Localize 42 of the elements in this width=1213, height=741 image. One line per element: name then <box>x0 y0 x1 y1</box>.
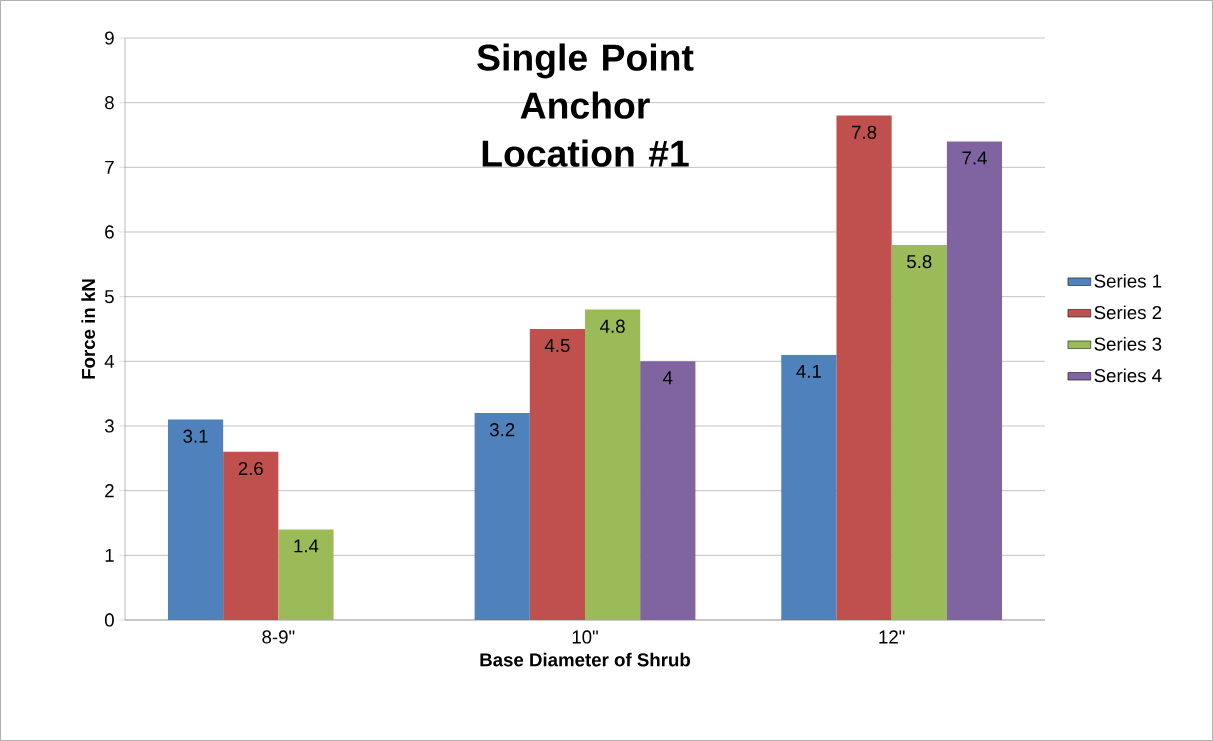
bar <box>167 419 224 620</box>
x-axis-title: Base Diameter of Shrub <box>480 652 691 667</box>
y-tick-label: 6 <box>105 225 114 239</box>
bar <box>781 354 837 620</box>
data-label: 2.6 <box>238 461 263 476</box>
x-tick-label: 8-9" <box>262 630 295 644</box>
bar <box>836 115 892 620</box>
data-label: 7.8 <box>852 125 877 139</box>
y-tick-label: 3 <box>104 419 114 433</box>
bar <box>474 413 530 620</box>
legend-label: Series 3 <box>1094 336 1162 351</box>
data-label: 4.5 <box>544 339 570 353</box>
data-label: 4 <box>663 371 673 385</box>
y-tick-label: 9 <box>105 31 114 45</box>
data-label: 4.8 <box>600 319 625 333</box>
legend-label: Series 4 <box>1094 368 1162 383</box>
y-tick-label: 4 <box>104 354 115 368</box>
y-tick-label: 2 <box>105 484 114 498</box>
text: Single Point Anchor Location #1 <box>477 43 694 167</box>
bar <box>891 244 947 620</box>
data-label: 7.4 <box>962 151 987 165</box>
bar <box>223 451 279 620</box>
legend-label: Series 1 <box>1094 273 1162 288</box>
data-label: 1.4 <box>294 539 319 553</box>
x-tick-label: 12" <box>879 630 905 644</box>
bar <box>278 529 334 620</box>
bar <box>529 329 585 620</box>
bar <box>585 309 641 620</box>
bar <box>946 141 1003 620</box>
data-label: 4.1 <box>796 364 821 378</box>
y-tick-label: 0 <box>104 613 114 627</box>
data-label: 3.2 <box>489 423 515 437</box>
y-tick-label: 7 <box>105 160 114 174</box>
y-axis-title: Force in kN <box>81 279 96 379</box>
bar <box>640 361 696 620</box>
legend-label: Series 2 <box>1094 305 1162 320</box>
data-label: 5.8 <box>907 254 932 269</box>
data-label: 3.1 <box>183 429 208 443</box>
x-tick-label: 10" <box>572 630 598 644</box>
y-tick-label: 1 <box>105 548 114 562</box>
y-tick-label: 5 <box>104 290 114 304</box>
y-tick-label: 8 <box>105 96 114 110</box>
